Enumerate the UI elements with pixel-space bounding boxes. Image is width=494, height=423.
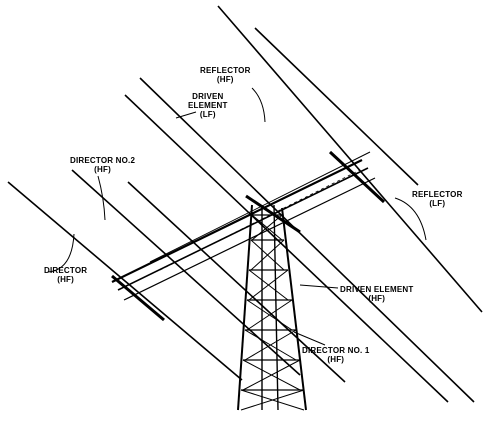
element-short-upper [254,27,419,186]
label-text: DIRECTOR NO. 1 [302,346,370,355]
boom [111,151,376,301]
label-text: (HF) [57,275,75,284]
label-director-no1-hf: DIRECTOR NO. 1 (HF) [302,346,370,364]
label-text: DIRECTOR [44,266,88,275]
label-driven-element-hf: DRIVEN ELEMENT (HF) [340,285,413,303]
label-text: DIRECTOR NO.2 [70,156,136,165]
leader-lines [47,87,427,346]
label-text: REFLECTOR [200,66,251,75]
label-text: (HF) [216,75,234,84]
boom-brackets [111,150,386,322]
label-text: DRIVEN [192,92,224,101]
element-reflector-hf [139,77,475,403]
label-text: (LF) [429,199,446,208]
label-reflector-lf: REFLECTOR (LF) [412,190,463,208]
element-reflector-lf [217,5,483,313]
label-text: REFLECTOR [412,190,463,199]
label-text: (LF) [199,110,216,119]
tower [237,204,307,411]
element-driven-hf [127,181,346,383]
label-text: (HF) [94,165,111,174]
label-text: DRIVEN ELEMENT [340,285,414,294]
label-text: (HF) [327,355,345,364]
label-text: ELEMENT [188,101,228,110]
label-director-hf: DIRECTOR (HF) [44,266,87,284]
label-text: (HF) [368,294,386,303]
label-reflector-hf: REFLECTOR (HF) [200,66,251,84]
label-driven-element-lf: DRIVEN ELEMENT (LF) [188,92,228,119]
element-director-hf [7,181,243,381]
label-director-no2-hf: DIRECTOR NO.2 (HF) [70,156,135,174]
